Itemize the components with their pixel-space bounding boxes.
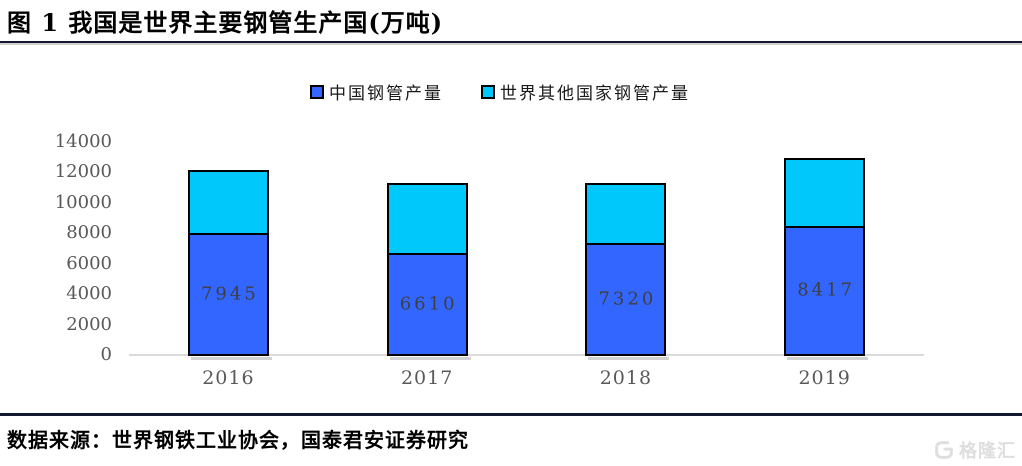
bar-2016: 7945 — [187, 170, 272, 360]
bar-segment-others-2018 — [585, 183, 667, 245]
legend-label: 世界其他国家钢管产量 — [500, 84, 690, 104]
y-tick-label: 6000 — [66, 252, 112, 274]
legend-swatch-icon — [310, 84, 324, 99]
bar-shadow — [389, 357, 471, 360]
gelonghui-logo-text: 格隆汇 — [959, 441, 1016, 462]
bar-segment-others-2019 — [784, 158, 866, 228]
gelonghui-g-icon — [935, 441, 953, 459]
chart-legend: 中国钢管产量 世界其他国家钢管产量 — [0, 79, 1000, 104]
data-label-2018: 7320 — [598, 287, 657, 309]
bar-shadow — [588, 357, 670, 360]
x-tick-label-2016: 2016 — [202, 367, 255, 389]
title-divider — [0, 41, 1022, 43]
data-label-2019: 8417 — [797, 279, 856, 301]
legend-item-1: 世界其他国家钢管产量 — [481, 79, 690, 104]
bar-segment-china-2019: 8417 — [784, 228, 866, 356]
x-tick-label-2018: 2018 — [599, 367, 653, 389]
x-tick-label-2019: 2019 — [798, 367, 851, 389]
bar-segment-china-2018: 7320 — [585, 245, 667, 356]
x-axis-line — [129, 354, 924, 356]
legend-item-0: 中国钢管产量 — [310, 79, 443, 104]
data-label-2017: 6610 — [399, 292, 458, 314]
y-tick-label: 10000 — [54, 191, 112, 213]
legend-label: 中国钢管产量 — [329, 84, 443, 104]
bar-shadow — [190, 357, 272, 360]
bar-2017: 6610 — [386, 183, 471, 360]
bar-segment-china-2016: 7945 — [187, 235, 269, 356]
data-source: 数据来源：世界钢铁工业协会，国泰君安证券研究 — [7, 428, 469, 452]
y-axis: 0 2000 4000 6000 8000 10000 12000 14000 — [0, 0, 130, 466]
bar-segment-others-2016 — [187, 170, 269, 235]
figure-title: 图 1 我国是世界主要钢管生产国(万吨) — [7, 8, 444, 37]
legend-swatch-icon — [481, 84, 495, 99]
data-label-2016: 7945 — [200, 282, 259, 304]
bar-segment-others-2017 — [386, 183, 468, 255]
x-axis: 2016 2017 2018 2019 — [129, 367, 924, 397]
y-tick-label: 12000 — [54, 161, 112, 183]
y-tick-label: 8000 — [66, 222, 112, 244]
y-tick-label: 14000 — [54, 131, 112, 152]
y-tick-label: 2000 — [66, 313, 112, 335]
bar-shadow — [787, 357, 869, 360]
gelonghui-watermark: 格隆汇 — [933, 437, 1016, 463]
bar-2019: 8417 — [784, 158, 869, 360]
plot-area: 7945 6610 7320 8417 — [129, 142, 924, 360]
bar-segment-china-2017: 6610 — [386, 255, 468, 356]
bar-2018: 7320 — [585, 183, 670, 360]
footer-divider — [0, 413, 1022, 416]
x-tick-label-2017: 2017 — [400, 367, 454, 389]
y-tick-label: 0 — [100, 344, 112, 365]
y-tick-label: 4000 — [66, 283, 112, 305]
